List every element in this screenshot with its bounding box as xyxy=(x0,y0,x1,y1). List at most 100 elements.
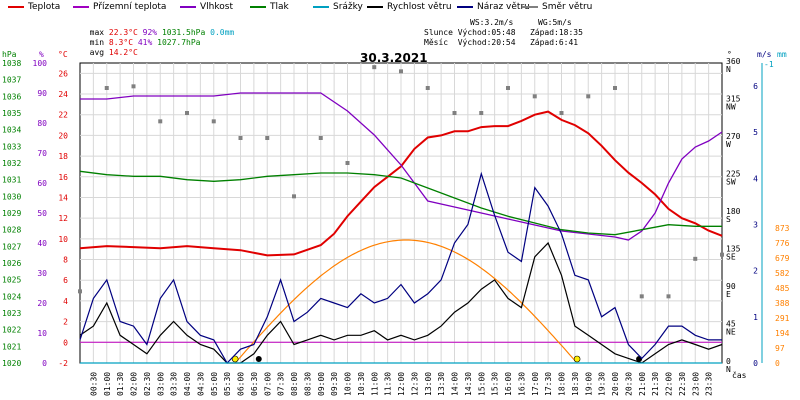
tick-label-time: 23:30 xyxy=(705,372,714,396)
tick-label-hpa: 1038 xyxy=(2,59,21,68)
axis-unit-ms: m/s xyxy=(757,50,772,59)
tick-label-time: 11:00 xyxy=(370,372,379,396)
legend-item-1: Přízemní teplota xyxy=(73,2,166,12)
tick-label-time: 11:30 xyxy=(384,372,393,396)
tick-label-percent: 80 xyxy=(37,119,47,128)
tick-label-temp: 12 xyxy=(58,214,68,223)
tick-label-time: 10:00 xyxy=(344,372,353,396)
tick-label-percent: 20 xyxy=(37,299,47,308)
tick-label-hpa: 1029 xyxy=(2,209,21,218)
tick-label-time: 21:00 xyxy=(638,372,647,396)
tick-label-hpa: 1036 xyxy=(2,92,21,101)
series-4-line xyxy=(79,171,722,364)
axis-unit-temp: °C xyxy=(58,50,68,59)
legend-label: Směr větru xyxy=(542,2,593,12)
tick-label-time: 16:30 xyxy=(517,372,526,396)
sun-curve xyxy=(234,239,576,364)
tick-label-wind-top: -1 xyxy=(764,60,774,69)
max-pressure: 1031.5hPa xyxy=(161,28,206,37)
max-rain: 0.0mm xyxy=(210,28,235,37)
legend-swatch xyxy=(367,5,383,8)
min-temp: 8.3°C xyxy=(108,38,134,47)
sunrise-marker xyxy=(231,355,239,363)
wind-direction-marker xyxy=(425,86,430,90)
wind-direction-marker xyxy=(292,194,296,199)
wind-direction-marker xyxy=(158,119,163,124)
tick-label-direction: 315 xyxy=(726,95,741,104)
tick-label-wind: 3 xyxy=(753,221,758,230)
tick-label-time: 18:00 xyxy=(558,372,567,396)
max-temp: 22.3°C xyxy=(108,28,138,37)
tick-label-hpa: 1024 xyxy=(2,292,21,301)
tick-label-temp: -2 xyxy=(58,359,68,368)
tick-label-hpa: 1035 xyxy=(2,109,21,118)
chart-title: 30.3.2021 xyxy=(360,51,428,65)
wind-direction-marker xyxy=(104,86,109,90)
tick-label-time: 05:30 xyxy=(223,372,232,396)
tick-label-time: 02:00 xyxy=(130,372,139,396)
tick-label-hpa: 1022 xyxy=(2,326,21,335)
tick-label-time: 12:30 xyxy=(410,372,419,396)
wind-direction-marker xyxy=(666,294,671,299)
tick-label-temp: 16 xyxy=(58,173,68,182)
tick-label-direction: 135 xyxy=(726,245,741,254)
summary-stats: max 22.3°C 92% 1031.5hPa 0.0mm xyxy=(80,18,235,38)
tick-label-hpa: 1025 xyxy=(2,276,21,285)
tick-label-time: 02:30 xyxy=(143,372,152,396)
tick-label-direction: 45 xyxy=(726,320,736,329)
tick-label-percent: 90 xyxy=(37,89,47,98)
tick-label-time: 21:30 xyxy=(651,372,660,396)
axis-unit-time: čas xyxy=(732,370,747,380)
tick-label-time: 19:00 xyxy=(584,372,593,396)
tick-label-rain: 388 xyxy=(775,299,790,308)
tick-label-time: 22:00 xyxy=(665,372,674,396)
tick-label-cardinal: W xyxy=(726,140,731,149)
tick-label-direction: 0 xyxy=(726,357,731,366)
wind-direction-marker xyxy=(372,65,377,70)
legend: Teplota Přízemní teplota Vlhkost Tlak Srážky… xyxy=(0,2,800,16)
tick-label-temp: 4 xyxy=(63,297,68,306)
moon-times: Měsíc Východ:20:54 Západ:6:41 xyxy=(424,38,579,47)
tick-label-temp: 18 xyxy=(58,152,68,161)
legend-item-4: Srážky xyxy=(313,2,363,12)
tick-label-wind: 6 xyxy=(753,82,758,91)
tick-label-direction: 180 xyxy=(726,207,741,216)
tick-label-wind: 0 xyxy=(753,359,758,368)
tick-label-temp: 6 xyxy=(63,276,68,285)
tick-label-time: 07:00 xyxy=(263,372,272,396)
series-1-line xyxy=(80,92,723,241)
wind-direction-marker xyxy=(720,252,724,257)
avg-label: avg xyxy=(89,48,105,57)
tick-label-time: 08:30 xyxy=(303,372,312,396)
tick-label-time: 16:00 xyxy=(504,372,513,396)
tick-label-hpa: 1028 xyxy=(2,226,21,235)
axis-unit-deg: ° xyxy=(727,50,732,59)
legend-swatch xyxy=(250,5,266,8)
tick-label-hpa: 1034 xyxy=(2,126,21,135)
tick-label-hpa: 1033 xyxy=(2,142,21,151)
tick-label-temp: 0 xyxy=(63,338,68,347)
tick-label-time: 15:00 xyxy=(477,372,486,396)
tick-label-temp: 22 xyxy=(58,111,68,120)
axis-unit-hpa: hPa xyxy=(2,50,17,59)
tick-label-hpa: 1023 xyxy=(2,309,21,318)
tick-label-time: 13:30 xyxy=(437,372,446,396)
tick-label-time: 17:30 xyxy=(544,372,553,396)
avg-temp: 14.2°C xyxy=(108,48,138,57)
tick-label-rain: 97 xyxy=(775,344,785,353)
tick-label-time: 04:00 xyxy=(183,372,192,396)
tick-label-time: 10:30 xyxy=(357,372,366,396)
wind-direction-marker xyxy=(78,289,82,294)
tick-label-time: 06:30 xyxy=(250,372,259,396)
legend-swatch xyxy=(522,5,538,8)
tick-label-time: 00:30 xyxy=(89,372,98,396)
tick-label-time: 14:30 xyxy=(464,372,473,396)
wind-direction-marker xyxy=(506,86,510,90)
tick-label-hpa: 1037 xyxy=(2,76,21,85)
tick-label-rain: 485 xyxy=(775,284,790,293)
wind-speed-summary: WS:3.2m/s xyxy=(470,18,514,27)
max-label: max xyxy=(89,28,105,37)
tick-label-rain: 582 xyxy=(775,269,790,278)
tick-label-cardinal: NW xyxy=(726,103,736,112)
